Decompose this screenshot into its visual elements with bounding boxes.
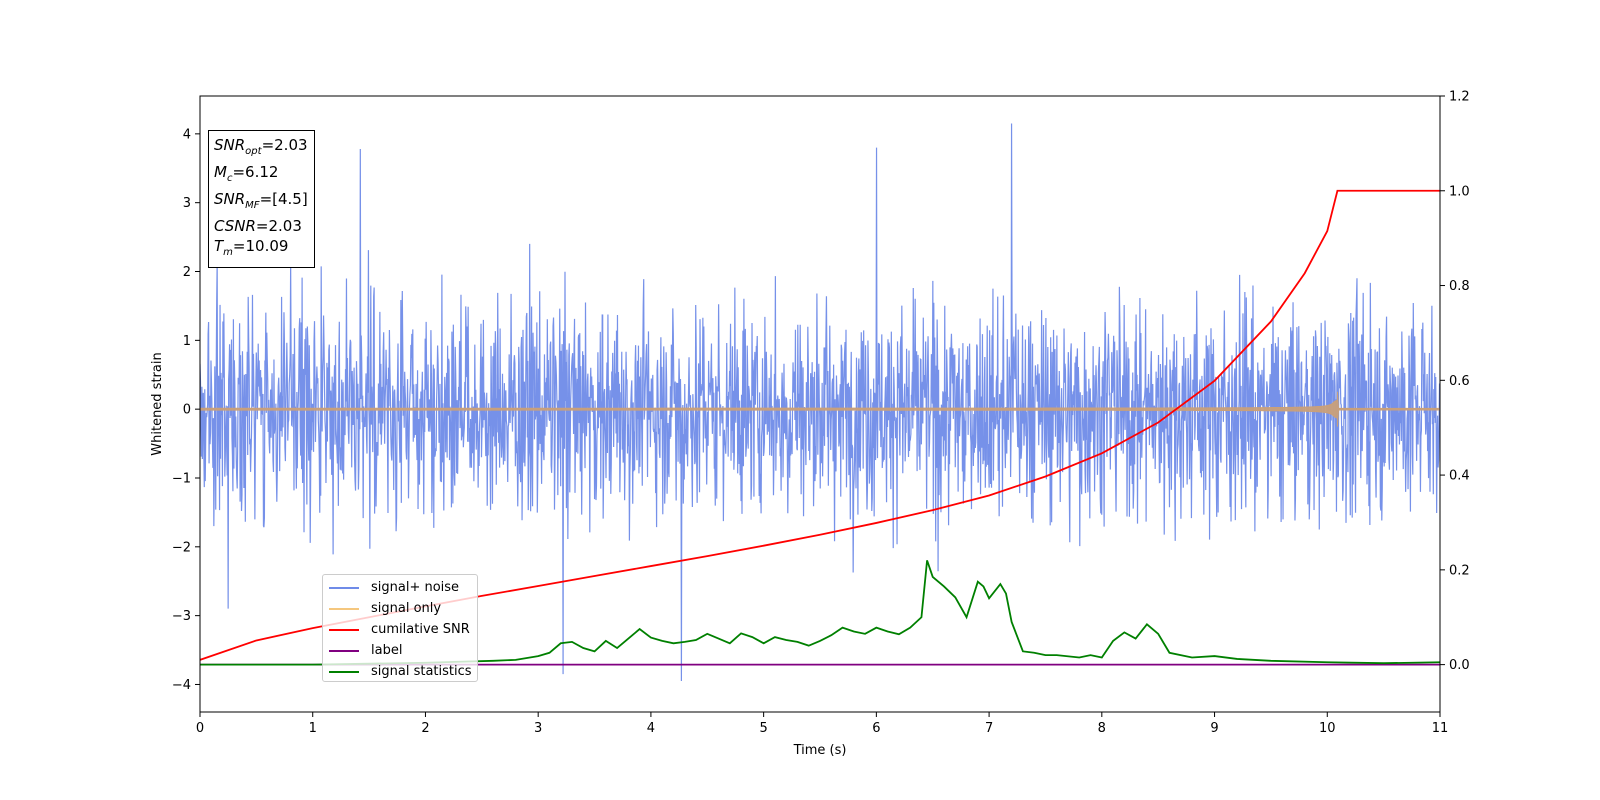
y2-tick-label: 0.4 [1449, 469, 1470, 484]
snr-opt-annotation: SNRopt=2.03 [214, 136, 308, 157]
legend-swatch-label [329, 649, 359, 652]
csnr-value: =2.03 [255, 217, 302, 235]
x-tick-label: 0 [196, 721, 204, 736]
csnr-annotation: CSNR=2.03 [214, 217, 302, 235]
y-tick-label: −4 [172, 678, 191, 693]
snr-mf-value: =[4.5] [259, 190, 308, 208]
legend-item-signal-only: signal only [329, 598, 477, 619]
x-tick-label: 10 [1319, 721, 1336, 736]
y2-tick-label: 0.6 [1449, 374, 1470, 389]
signal-only-line [200, 391, 1440, 427]
y-tick-label: 0 [183, 403, 191, 418]
y2-tick-label: 0.8 [1449, 279, 1470, 294]
ticks-layer: 0 1 2 3 4 5 6 7 8 9 10 1143210−1−2−3−41.21.00.80.60… [172, 90, 1470, 737]
y2-tick-label: 1.2 [1449, 90, 1470, 105]
mc-annotation: Mc=6.12 [214, 163, 279, 184]
x-tick-label: 8 [1098, 721, 1106, 736]
legend-label-label: label [371, 643, 403, 658]
y2-tick-label: 0.0 [1449, 658, 1470, 673]
legend-label-signal-noise: signal+ noise [371, 580, 460, 595]
y-tick-label: −2 [172, 540, 191, 555]
legend-swatch-signal-statistics [329, 670, 359, 673]
tm-annotation: Tm=10.09 [214, 237, 289, 258]
signal-noise-line [200, 123, 1440, 682]
legend-swatch-cumulative-snr [329, 628, 359, 631]
y-tick-label: −3 [172, 609, 191, 624]
legend-label-signal-only: signal only [371, 601, 442, 616]
y-tick-label: −1 [172, 471, 191, 486]
y2-tick-label: 1.0 [1449, 184, 1470, 199]
x-tick-label: 4 [647, 721, 655, 736]
x-tick-label: 9 [1210, 721, 1218, 736]
y-tick-label: 4 [183, 127, 191, 142]
x-tick-label: 3 [534, 721, 542, 736]
x-axis-label: Time (s) [793, 743, 847, 758]
x-tick-label: 7 [985, 721, 993, 736]
tm-value: =10.09 [232, 237, 289, 255]
y-tick-label: 1 [183, 334, 191, 349]
x-tick-label: 11 [1432, 721, 1449, 736]
y-axis-label: Whitened strain [150, 352, 165, 455]
snr-mf-annotation: SNRMF=[4.5] [214, 190, 308, 211]
x-tick-label: 6 [872, 721, 880, 736]
x-tick-label: 2 [421, 721, 429, 736]
legend-label-signal-statistics: signal statistics [371, 664, 472, 679]
legend-item-signal-noise: signal+ noise [329, 577, 477, 598]
snr-opt-value: =2.03 [261, 136, 308, 154]
y-tick-label: 2 [183, 265, 191, 280]
y2-tick-label: 0.2 [1449, 563, 1470, 578]
legend-item-label: label [329, 640, 477, 661]
y-tick-label: 3 [183, 196, 191, 211]
legend-item-signal-statistics: signal statistics [329, 661, 477, 682]
mc-value: =6.12 [232, 163, 279, 181]
legend-item-cumulative-snr: cumilative SNR [329, 619, 477, 640]
legend-swatch-signal-only [329, 607, 359, 610]
axes-frame [199, 95, 1441, 713]
legend: signal+ noise signal only cumilative SNR… [322, 574, 478, 682]
x-tick-label: 1 [309, 721, 317, 736]
x-tick-label: 5 [759, 721, 767, 736]
legend-label-cumulative-snr: cumilative SNR [371, 622, 470, 637]
metrics-annotation-box: SNRopt=2.03 Mc=6.12 SNRMF=[4.5] CSNR=2.0… [208, 130, 315, 268]
signal-statistics-line [200, 560, 1440, 666]
legend-swatch-signal-noise [329, 586, 359, 589]
